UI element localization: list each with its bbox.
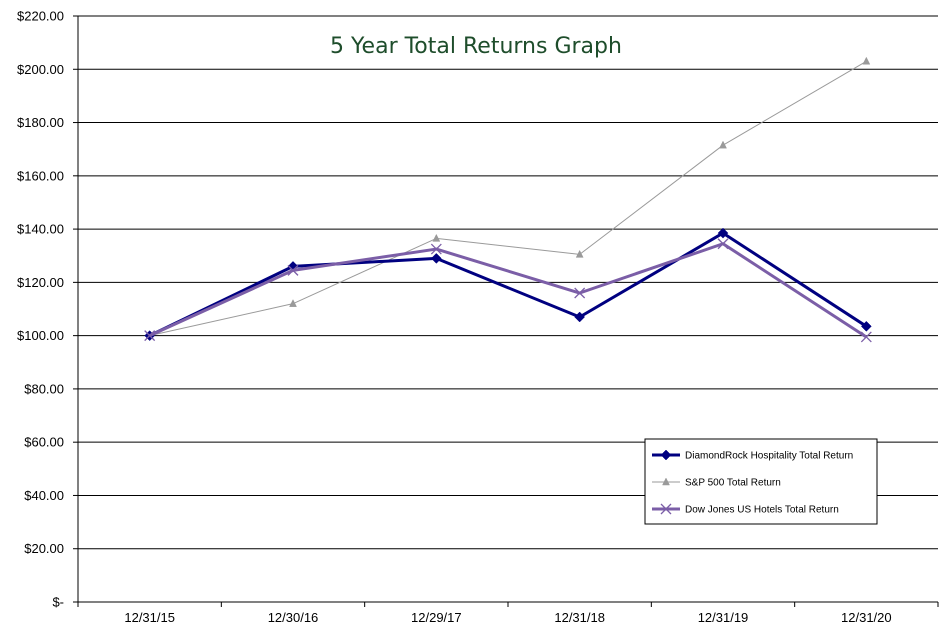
x-tick-label: 12/30/16	[268, 610, 319, 625]
y-tick-label: $220.00	[17, 9, 64, 24]
y-tick-label: $100.00	[17, 328, 64, 343]
y-tick-label: $160.00	[17, 168, 64, 183]
data-point-marker	[287, 264, 299, 276]
x-tick-label: 12/29/17	[411, 610, 462, 625]
data-point-marker	[660, 503, 672, 515]
x-axis-tick-labels: 12/31/15 12/30/16 12/29/17 12/31/18 12/31/19…	[124, 610, 891, 625]
data-point-marker	[430, 253, 442, 264]
y-tick-label: $40.00	[24, 488, 64, 503]
series-2	[145, 56, 871, 339]
y-axis-tick-labels: $- $20.00 $40.00 $60.00 $80.00 $100.00 $120.00…	[17, 9, 64, 610]
legend-label: S&P 500 Total Return	[685, 478, 781, 489]
legend-entry: Dow Jones US Hotels Total Return	[652, 503, 839, 516]
y-tick-label: $20.00	[24, 541, 64, 556]
data-point-marker	[717, 227, 729, 239]
series-line	[149, 231, 868, 337]
data-point-marker	[860, 320, 872, 332]
y-tick-label: $120.00	[17, 275, 64, 290]
grid-lines	[78, 15, 938, 550]
legend-label: Dow Jones US Hotels Total Return	[685, 505, 839, 516]
y-tick-label: $140.00	[17, 222, 64, 237]
series-lines	[144, 56, 872, 343]
series-line	[149, 242, 868, 339]
chart-title: 5 Year Total Returns Graph	[330, 34, 622, 59]
series-line	[149, 60, 867, 337]
x-tick-label: 12/31/18	[554, 610, 605, 625]
data-point-marker	[575, 249, 584, 258]
y-tick-label: $200.00	[17, 62, 64, 77]
legend-entry: S&P 500 Total Return	[652, 477, 781, 489]
data-point-marker	[574, 311, 586, 323]
legend-box	[644, 438, 878, 525]
data-point-marker	[144, 330, 156, 342]
legend-label: DiamondRock Hospitality Total Return	[685, 451, 853, 462]
x-tick-label: 12/31/19	[698, 610, 749, 625]
legend-items: DiamondRock Hospitality Total Return S&P …	[652, 449, 853, 516]
y-tick-label: $180.00	[17, 115, 64, 130]
data-point-marker	[660, 449, 672, 461]
series-1	[144, 227, 872, 341]
data-point-marker	[717, 238, 729, 250]
data-point-marker	[719, 140, 727, 149]
data-point-marker	[430, 243, 442, 255]
axes	[73, 15, 939, 607]
x-tick-label: 12/31/15	[124, 610, 175, 625]
data-point-marker	[289, 299, 297, 307]
data-point-marker	[574, 287, 586, 299]
legend: DiamondRock Hospitality Total Return S&P …	[644, 438, 878, 525]
data-point-marker	[860, 331, 872, 343]
data-point-marker	[662, 477, 670, 486]
x-tick-label: 12/31/20	[841, 610, 892, 625]
y-tick-label: $-	[52, 595, 64, 610]
legend-entry: DiamondRock Hospitality Total Return	[652, 449, 853, 462]
y-tick-label: $80.00	[24, 381, 64, 396]
data-point-marker	[862, 56, 871, 65]
series-3	[144, 238, 872, 343]
y-tick-label: $60.00	[24, 435, 64, 450]
data-point-marker	[432, 233, 441, 242]
